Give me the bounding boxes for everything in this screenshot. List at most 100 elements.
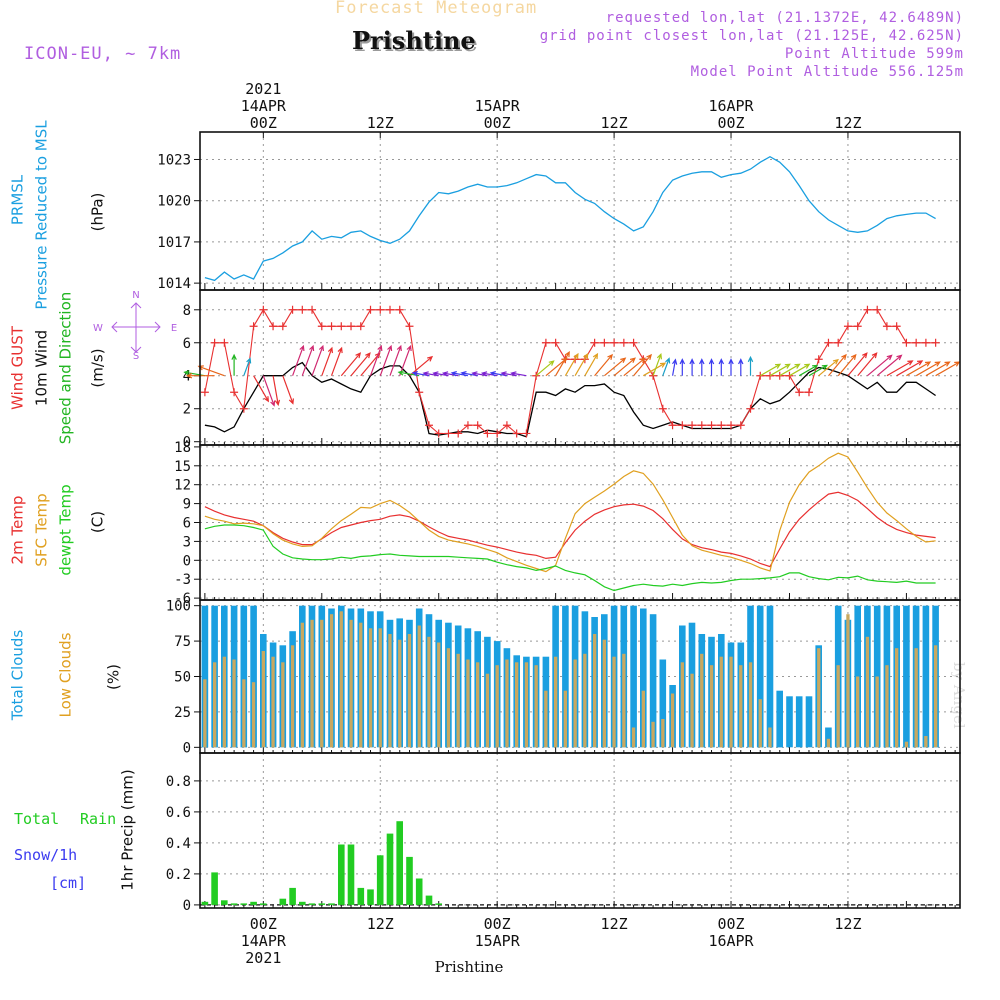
bottom-time-label: 12Z xyxy=(367,915,394,933)
gust-marker xyxy=(658,404,667,413)
wind-direction-arrow xyxy=(272,375,281,407)
rain-bar xyxy=(386,833,394,905)
top-time-label: 00Z xyxy=(484,114,511,132)
wind-direction-arrow xyxy=(350,352,371,377)
panel-temp: -6 -3 0 3 6 9 12 15 18 xyxy=(174,440,960,607)
y-tick-label: 50 xyxy=(174,670,191,686)
low-cloud-bar xyxy=(885,665,889,748)
top-time-label: 00Z xyxy=(717,114,744,132)
gust-marker xyxy=(863,305,872,314)
gust-marker xyxy=(824,338,833,347)
low-cloud-bar xyxy=(281,662,285,748)
model-point-altitude: Model Point Altitude 556.125m xyxy=(690,64,964,80)
gust-marker xyxy=(668,421,677,430)
rain-bar xyxy=(221,900,228,905)
wind-direction-arrow xyxy=(321,346,333,376)
low-cloud-bar xyxy=(758,699,762,748)
gust-marker xyxy=(230,388,239,397)
gust-marker xyxy=(892,322,901,331)
y-tick-label: 100 xyxy=(166,599,191,615)
bottom-time-label: 14APR xyxy=(241,932,287,950)
wind-direction-arrow xyxy=(906,361,932,377)
gust-marker xyxy=(434,429,443,438)
cloud-units: (%) xyxy=(105,664,123,690)
wind-direction-arrow xyxy=(662,357,671,376)
gust-marker xyxy=(395,305,404,314)
wind-direction-arrow xyxy=(643,362,667,377)
wind-direction-arrow xyxy=(798,364,819,377)
low-cloud-bar xyxy=(924,736,928,748)
wind-direction-arrow xyxy=(759,363,782,377)
low-cloud-bar xyxy=(817,648,821,748)
gust-marker xyxy=(766,371,774,380)
model-label: ICON-EU, ~ 7km xyxy=(24,44,182,64)
pressure-units: (hPa) xyxy=(89,193,107,232)
y-tick-label: 18 xyxy=(174,440,191,456)
y-tick-label: 6 xyxy=(183,336,191,352)
wind-direction-arrow xyxy=(243,357,252,376)
wind-units: (m/s) xyxy=(89,348,107,387)
wind-direction-arrow xyxy=(555,351,570,377)
low-cloud-bar xyxy=(339,611,343,748)
gust-marker xyxy=(463,421,472,430)
gust-marker xyxy=(931,338,940,347)
y-tick-label: 75 xyxy=(174,634,191,650)
low-cloud-bar xyxy=(398,639,402,748)
chart-supertitle: Forecast Meteogram xyxy=(335,0,538,18)
bottom-time-label: 00Z xyxy=(250,915,277,933)
gust-marker xyxy=(843,322,852,331)
compass-west: W xyxy=(93,323,103,334)
gust-marker xyxy=(415,388,424,397)
compass-south: S xyxy=(133,351,139,362)
gust-marker xyxy=(249,322,258,331)
rain-bar xyxy=(230,903,238,905)
gust-marker xyxy=(610,338,619,347)
bottom-time-label: 16APR xyxy=(708,932,754,950)
gust-marker xyxy=(717,421,726,430)
low-cloud-bar xyxy=(524,662,529,748)
y-tick-label: 6 xyxy=(183,516,191,532)
top-time-label: 14APR xyxy=(241,97,287,115)
wind-direction-arrow xyxy=(769,363,791,377)
low-cloud-bar xyxy=(700,653,704,748)
low-cloud-bar xyxy=(836,665,840,748)
y-tick-label: 9 xyxy=(183,497,191,513)
low-cloud-bar xyxy=(329,614,334,748)
total-cloud-bar xyxy=(776,690,783,748)
low-cloud-bar xyxy=(631,727,636,748)
rain-bar xyxy=(260,903,267,905)
total-cloud-bar xyxy=(825,727,832,748)
low-cloud-bar xyxy=(670,693,675,748)
gust-marker xyxy=(356,322,365,331)
gust-marker xyxy=(210,338,219,347)
rain-bar xyxy=(357,887,365,905)
gust-marker xyxy=(688,421,697,430)
gust-marker xyxy=(902,338,911,347)
wind-direction-arrow xyxy=(728,358,734,376)
gust-marker xyxy=(795,388,804,397)
wind-direction-arrow xyxy=(837,353,857,377)
gust-marker xyxy=(269,322,278,331)
rain-bar xyxy=(435,903,442,905)
low-cloud-bar xyxy=(534,665,538,748)
low-cloud-bar xyxy=(622,653,626,748)
y-tick-label: 1023 xyxy=(157,152,191,168)
wind-direction-arrow xyxy=(915,361,941,377)
gust-marker xyxy=(366,305,375,314)
gust-marker xyxy=(259,305,268,314)
low-cloud-bar xyxy=(690,673,694,748)
precip-total-label: Total xyxy=(14,810,59,828)
compass-rose: N S W E xyxy=(93,290,177,362)
gust-marker xyxy=(337,322,346,331)
gust-marker xyxy=(804,388,813,397)
wind-direction-arrow xyxy=(652,353,662,376)
gust-marker xyxy=(424,421,433,430)
top-time-label: 15APR xyxy=(475,97,521,115)
y-tick-label: 15 xyxy=(174,459,191,475)
total-cloud-bar xyxy=(795,696,803,748)
pressure-label-prmsl: PRMSL xyxy=(9,174,27,225)
wind-direction-arrow xyxy=(369,344,383,376)
wind-direction-arrow xyxy=(399,344,412,376)
wind-direction-arrow xyxy=(379,344,393,376)
wind-direction-arrow xyxy=(231,353,237,376)
